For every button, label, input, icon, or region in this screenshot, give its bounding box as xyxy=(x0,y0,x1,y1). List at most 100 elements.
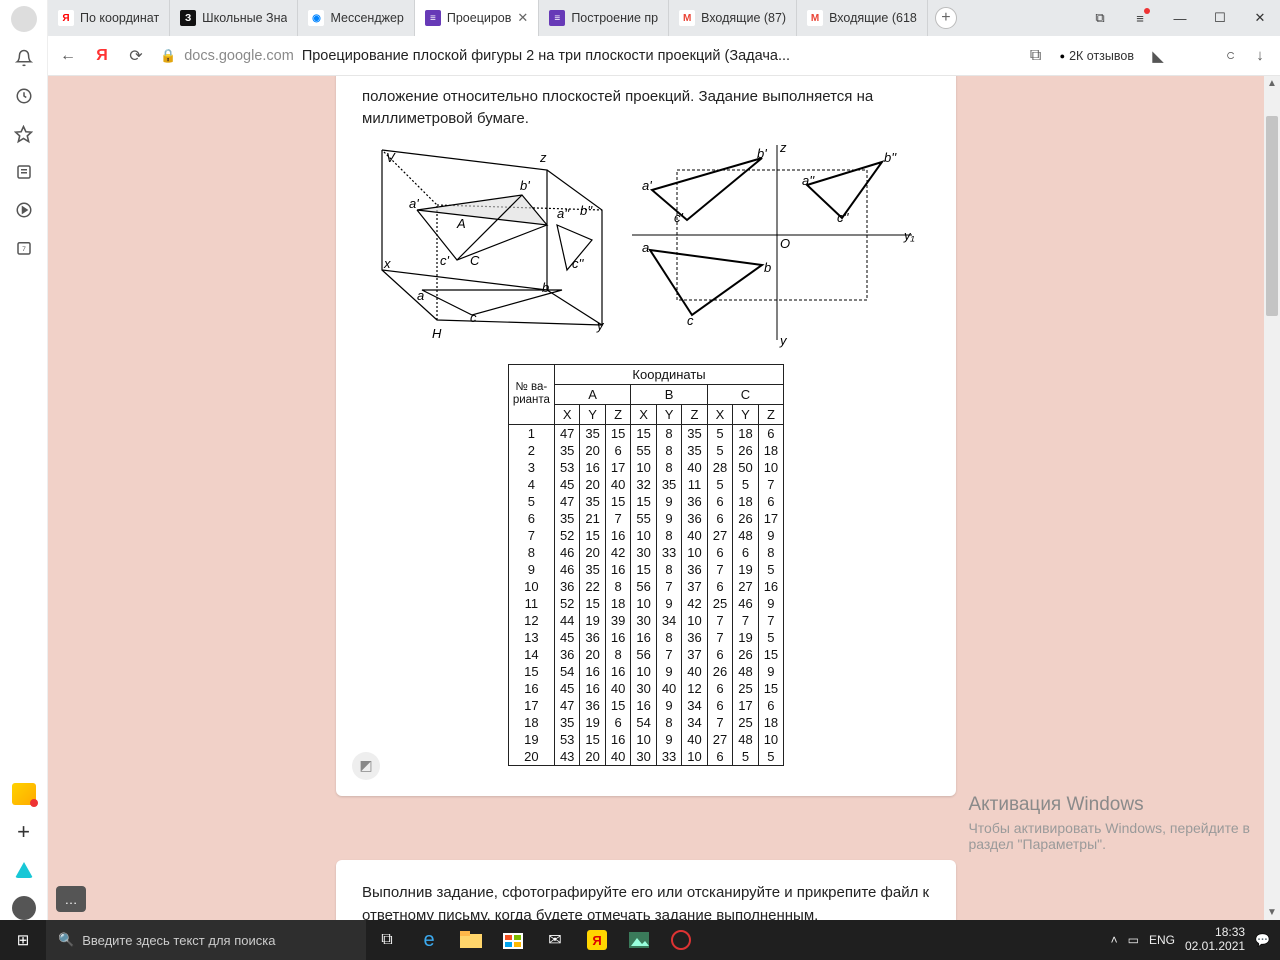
col-axis: X xyxy=(554,404,579,424)
share-icon[interactable]: ⧉ xyxy=(1026,47,1046,65)
cell-value: 16 xyxy=(631,697,656,714)
cell-value: 53 xyxy=(554,731,579,748)
explorer-icon[interactable] xyxy=(450,931,492,949)
tray-network-icon[interactable]: ▭ xyxy=(1128,933,1139,947)
yandex-icon[interactable]: Я xyxy=(576,930,618,950)
browser-tab[interactable]: ◉Мессенджер xyxy=(298,0,414,36)
back-button[interactable]: ← xyxy=(58,47,78,65)
cell-variant: 18 xyxy=(508,714,554,731)
col-axis: X xyxy=(707,404,732,424)
new-tab-button[interactable]: + xyxy=(928,0,964,36)
cell-value: 18 xyxy=(758,442,783,459)
mail-app-icon[interactable]: ✉ xyxy=(534,930,576,950)
scroll-down-icon[interactable]: ▼ xyxy=(1264,907,1280,918)
yandex-home-icon[interactable]: Я xyxy=(92,47,112,65)
cell-value: 10 xyxy=(631,459,656,476)
cell-variant: 5 xyxy=(508,493,554,510)
cell-value: 56 xyxy=(631,646,656,663)
cell-value: 5 xyxy=(758,629,783,646)
favorites-icon[interactable] xyxy=(12,122,36,146)
col-axis: Y xyxy=(580,404,605,424)
svg-text:a'': a'' xyxy=(802,173,815,188)
cell-value: 7 xyxy=(758,612,783,629)
cell-value: 34 xyxy=(682,714,707,731)
col-axis: X xyxy=(631,404,656,424)
reviews-badge[interactable]: 2К отзывов xyxy=(1060,49,1134,63)
svg-text:y₁: y₁ xyxy=(903,228,915,243)
address-toolbar: ← Я ⟳ 🔒 docs.google.com Проецирование пл… xyxy=(48,36,1280,76)
cell-value: 30 xyxy=(631,748,656,766)
tray-chevron-icon[interactable]: ˄ xyxy=(1111,933,1118,947)
cell-variant: 19 xyxy=(508,731,554,748)
reload-button[interactable]: ⟳ xyxy=(126,46,146,66)
store-icon[interactable] xyxy=(492,930,534,950)
yandex-browser-icon[interactable] xyxy=(660,930,702,950)
browser-tab[interactable]: ЯПо координат xyxy=(48,0,170,36)
start-button[interactable]: ⊞ xyxy=(0,931,46,949)
downloads-icon[interactable]: ↓ xyxy=(1250,47,1270,64)
cell-value: 50 xyxy=(733,459,758,476)
table-row: 18351965483472518 xyxy=(508,714,783,731)
cell-value: 6 xyxy=(758,493,783,510)
tab-close-icon[interactable]: ✕ xyxy=(517,10,528,26)
task-view-icon[interactable]: ⧉ xyxy=(366,931,408,949)
close-window-button[interactable]: ✕ xyxy=(1240,0,1280,36)
cell-value: 36 xyxy=(554,578,579,595)
bookmark-icon[interactable]: ◣ xyxy=(1148,47,1168,65)
omnibox[interactable]: 🔒 docs.google.com Проецирование плоской … xyxy=(160,48,1012,64)
browser-tab[interactable]: MВходящие (87) xyxy=(669,0,797,36)
browser-tab[interactable]: MВходящие (618 xyxy=(797,0,928,36)
projection-diagram: Vz a'b' a''b'' A x c'C c'' ab c Hy xyxy=(362,140,930,350)
minimize-button[interactable]: — xyxy=(1160,0,1200,36)
cell-value: 27 xyxy=(707,527,732,544)
taskbar-search[interactable]: 🔍 Введите здесь текст для поиска xyxy=(46,920,366,960)
app-shortcut-icon[interactable] xyxy=(12,858,36,882)
media-icon[interactable] xyxy=(12,198,36,222)
scroll-thumb[interactable] xyxy=(1266,116,1278,316)
svg-text:c': c' xyxy=(674,210,684,225)
system-tray[interactable]: ˄ ▭ ENG 18:3302.01.2021 💬 xyxy=(1101,926,1280,954)
collections-icon[interactable] xyxy=(12,160,36,184)
tray-lang[interactable]: ENG xyxy=(1149,933,1175,947)
cell-value: 47 xyxy=(554,493,579,510)
extensions-icon[interactable]: �င xyxy=(1216,45,1236,67)
coordinates-table: № ва-рианта Координаты ABC XYZXYZXYZ 147… xyxy=(508,364,784,766)
cell-value: 18 xyxy=(758,714,783,731)
photos-icon[interactable] xyxy=(618,932,660,948)
svg-text:b': b' xyxy=(757,146,767,161)
scroll-up-icon[interactable]: ▲ xyxy=(1264,78,1280,89)
cell-value: 10 xyxy=(631,595,656,612)
cell-value: 19 xyxy=(580,714,605,731)
scrollbar[interactable]: ▲ ▼ xyxy=(1264,76,1280,920)
cell-value: 47 xyxy=(554,424,579,442)
svg-text:7: 7 xyxy=(22,246,26,253)
card-bookmark-icon[interactable]: ◩ xyxy=(352,752,380,780)
mail-icon[interactable] xyxy=(12,782,36,806)
calendar-icon[interactable]: 7 xyxy=(12,236,36,260)
tab-label: Проециров xyxy=(447,11,512,25)
yandex-orb-icon[interactable] xyxy=(12,896,36,920)
cell-value: 26 xyxy=(707,663,732,680)
history-icon[interactable] xyxy=(12,84,36,108)
cell-value: 45 xyxy=(554,476,579,493)
profile-avatar[interactable] xyxy=(11,6,37,32)
cell-value: 17 xyxy=(605,459,630,476)
search-icon: 🔍 xyxy=(58,932,74,948)
edge-icon[interactable]: e xyxy=(408,929,450,952)
copy-tabs-icon[interactable]: ⧉ xyxy=(1080,0,1120,36)
cell-value: 7 xyxy=(758,476,783,493)
notifications-icon[interactable] xyxy=(12,46,36,70)
browser-tab[interactable]: ≡Проециров✕ xyxy=(415,0,539,36)
tray-clock[interactable]: 18:3302.01.2021 xyxy=(1185,926,1245,954)
feedback-bubble-icon[interactable]: … xyxy=(56,886,86,912)
cell-value: 37 xyxy=(682,578,707,595)
taskbar: ⊞ 🔍 Введите здесь текст для поиска ⧉ e ✉… xyxy=(0,920,1280,960)
action-center-icon[interactable]: 💬 xyxy=(1255,933,1270,947)
cell-variant: 2 xyxy=(508,442,554,459)
add-panel-icon[interactable]: + xyxy=(12,820,36,844)
intro-text: положение относительно плоскостей проекц… xyxy=(362,86,930,130)
maximize-button[interactable]: ☐ xyxy=(1200,0,1240,36)
browser-tab[interactable]: ЗШкольные Зна xyxy=(170,0,298,36)
menu-icon[interactable]: ≡ xyxy=(1120,0,1160,36)
browser-tab[interactable]: ≡Построение пр xyxy=(539,0,669,36)
